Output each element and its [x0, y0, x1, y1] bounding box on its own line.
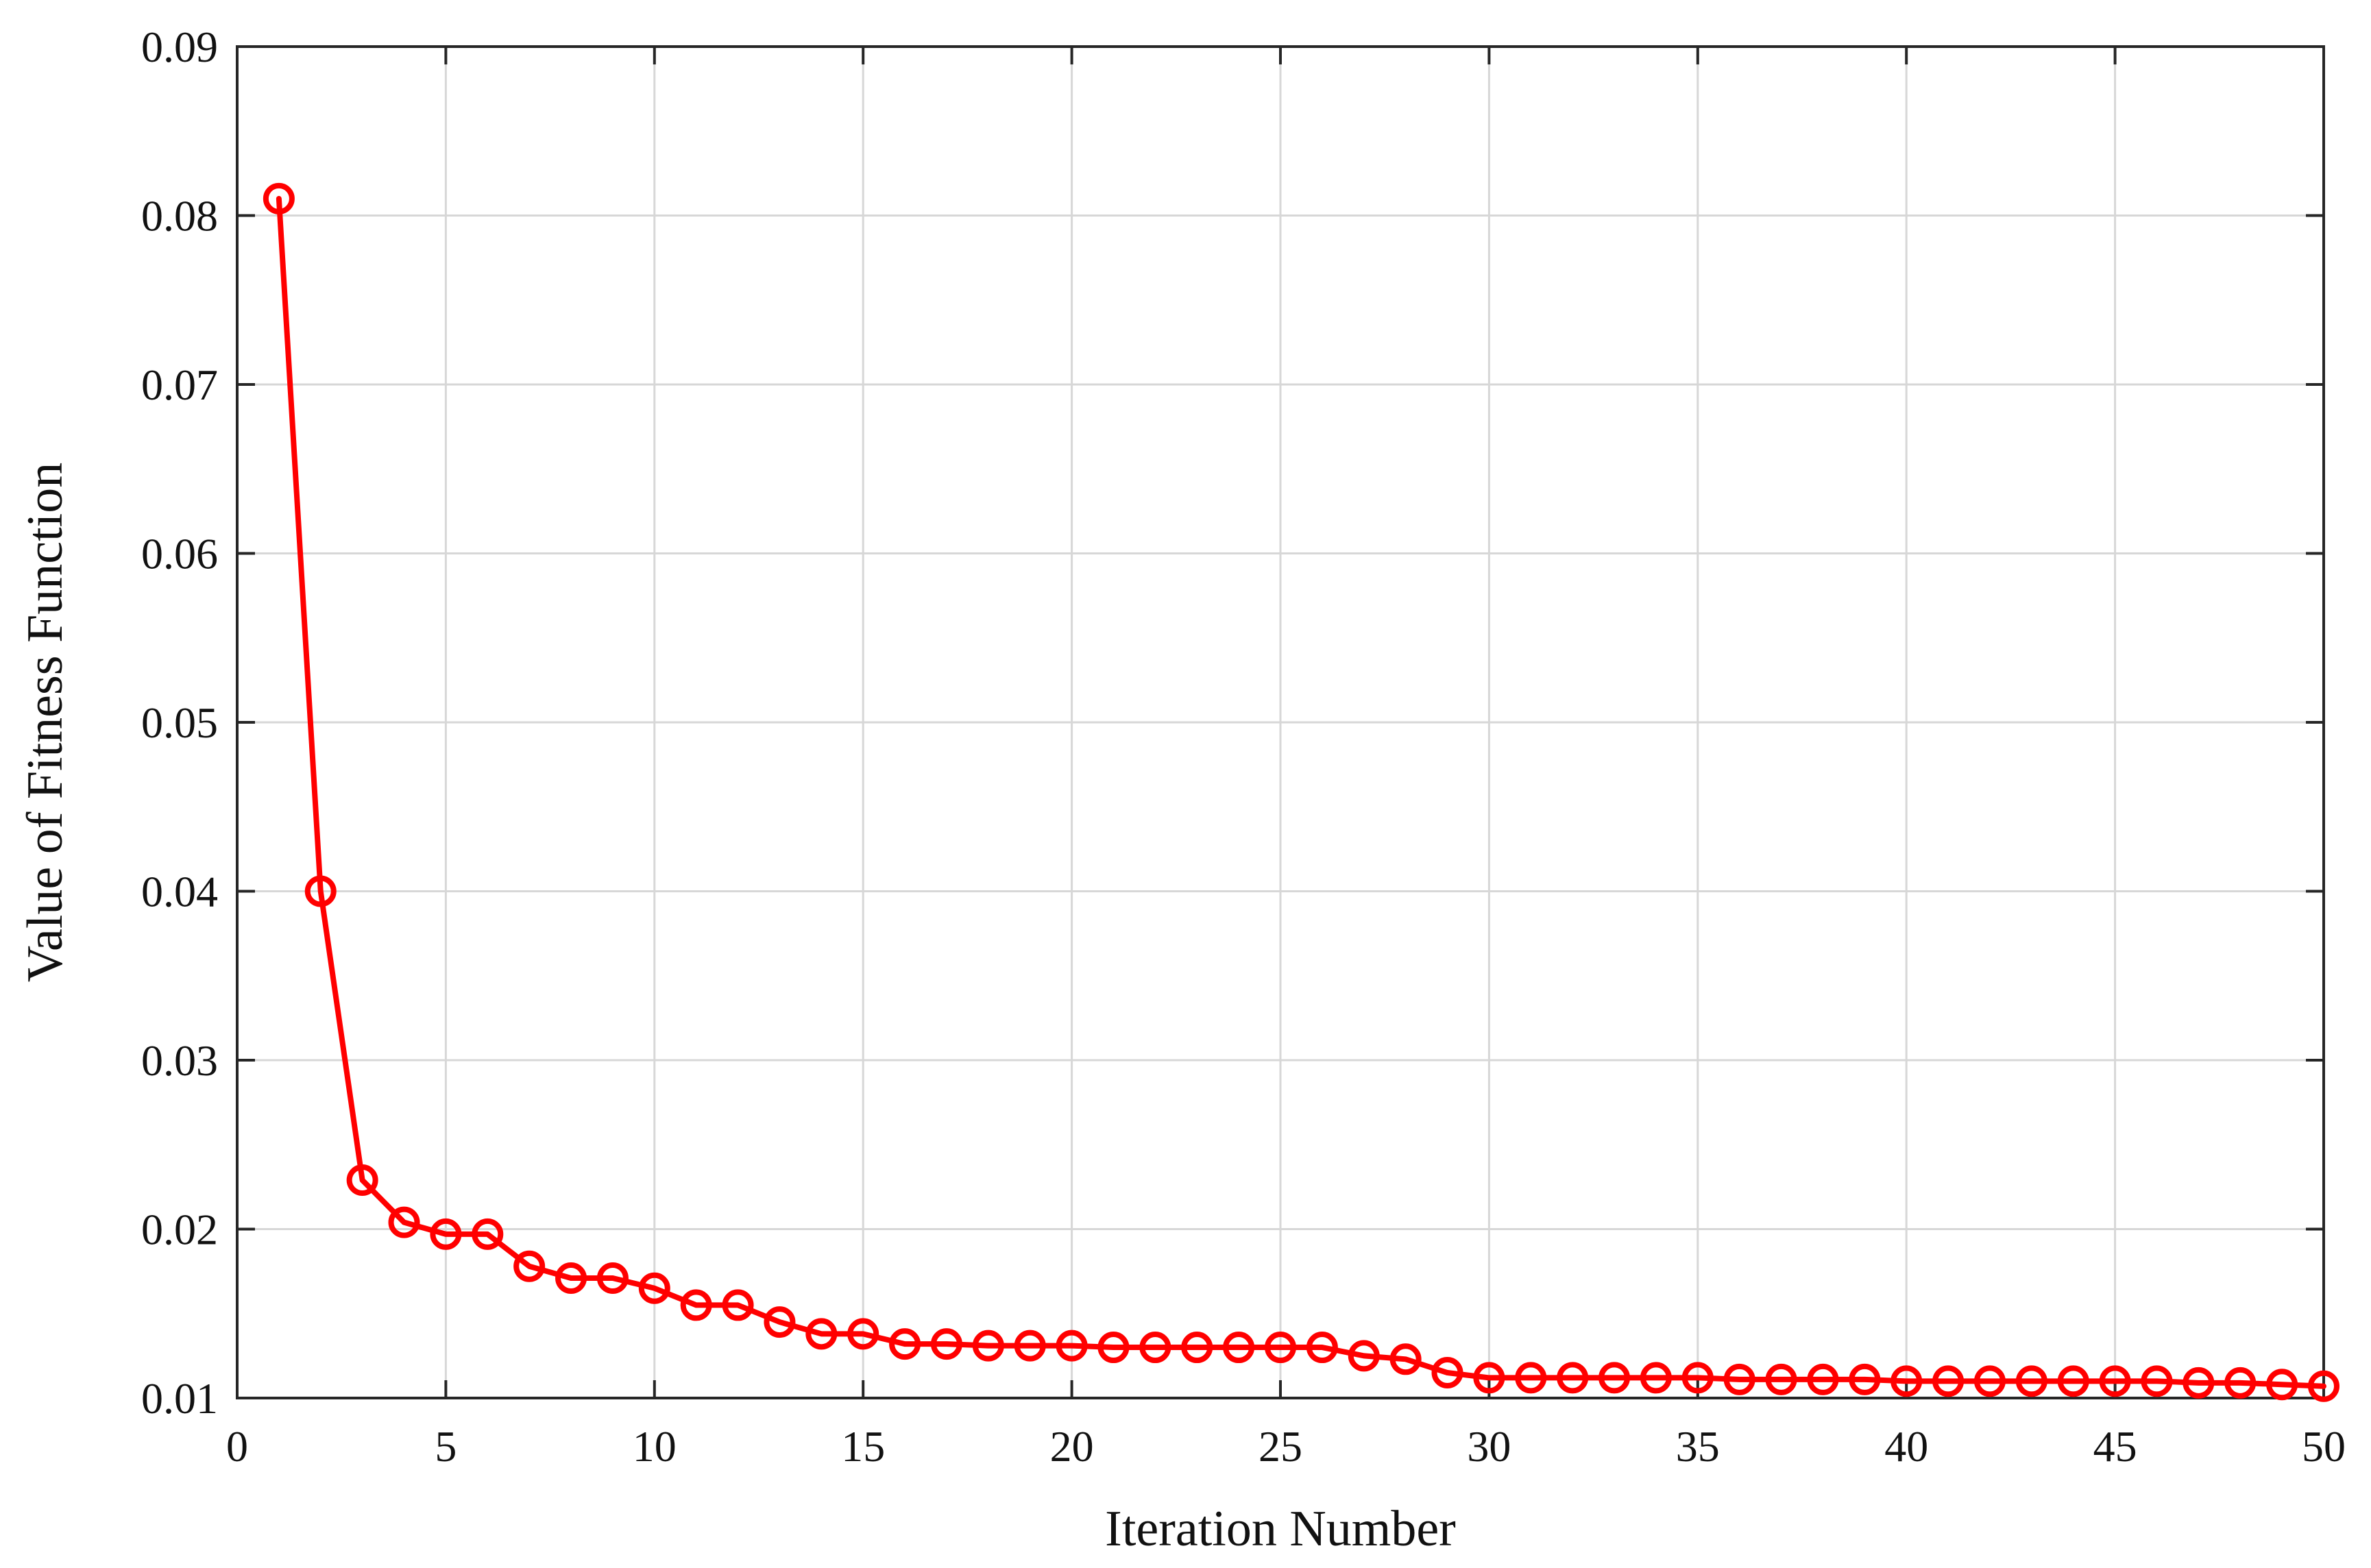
x-tick-label: 5: [435, 1422, 457, 1471]
data-point-marker: [1223, 1332, 1255, 1364]
y-axis-title: Value of Fitness Function: [17, 463, 73, 982]
x-axis-title: Iteration Number: [1105, 1501, 1456, 1557]
data-point-marker: [263, 182, 295, 215]
data-point-marker: [1932, 1365, 1965, 1397]
data-point-marker: [805, 1318, 838, 1350]
data-point-marker: [1056, 1330, 1088, 1362]
data-point-marker: [1723, 1363, 1755, 1395]
data-point-marker: [1515, 1362, 1547, 1394]
data-point-marker: [1014, 1330, 1046, 1362]
data-point-marker: [1598, 1362, 1631, 1394]
x-tick-label: 30: [1467, 1422, 1511, 1471]
y-tick-label: 0.02: [141, 1205, 218, 1254]
y-tick-label: 0.08: [141, 192, 218, 241]
y-tick-label: 0.05: [141, 698, 218, 747]
data-point-marker: [1431, 1357, 1463, 1389]
data-point-marker: [1139, 1332, 1171, 1364]
data-point-marker: [346, 1164, 378, 1197]
y-tick-label: 0.03: [141, 1036, 218, 1085]
x-tick-label: 10: [633, 1422, 677, 1471]
data-point-marker: [722, 1289, 754, 1321]
data-point-marker: [1389, 1343, 1422, 1375]
data-point-marker: [1640, 1362, 1672, 1394]
data-point-marker: [1890, 1365, 1923, 1397]
data-point-marker: [680, 1289, 712, 1321]
x-tick-label: 40: [1884, 1422, 1928, 1471]
data-point-marker: [889, 1328, 921, 1360]
y-tick-label: 0.01: [141, 1374, 218, 1423]
data-point-marker: [2057, 1365, 2089, 1397]
data-point-marker: [2266, 1369, 2298, 1401]
data-point-marker: [847, 1318, 879, 1350]
data-point-marker: [638, 1272, 670, 1304]
y-tick-label: 0.07: [141, 360, 218, 409]
data-point-marker: [513, 1250, 546, 1282]
series-line: [276, 195, 2326, 1389]
y-tick-label: 0.06: [141, 530, 218, 578]
data-point-marker: [1765, 1363, 1797, 1395]
data-point-marker: [596, 1262, 629, 1294]
y-tick-label: 0.09: [141, 23, 218, 71]
x-tick-label: 35: [1676, 1422, 1720, 1471]
data-point-marker: [1473, 1362, 1505, 1394]
data-point-marker: [1265, 1332, 1296, 1364]
data-point-marker: [972, 1330, 1004, 1362]
data-point-marker: [555, 1262, 587, 1294]
data-point-marker: [2141, 1365, 2173, 1397]
data-point-marker: [430, 1218, 462, 1250]
data-point-marker: [930, 1328, 962, 1360]
data-point-marker: [764, 1306, 796, 1338]
data-point-marker: [472, 1218, 504, 1250]
data-point-marker: [1681, 1362, 1714, 1394]
x-tick-label: 25: [1259, 1422, 1302, 1471]
data-point-marker: [2182, 1367, 2215, 1399]
tick-labels: 0 5 10 15 20 25 30 35 40 45 50 0.01 0.02 0.03 0.04 0.05…: [141, 23, 2346, 1471]
data-series: [263, 182, 2339, 1402]
data-point-marker: [388, 1206, 420, 1238]
data-point-marker: [304, 875, 337, 907]
data-point-marker: [1348, 1340, 1380, 1372]
x-tick-label: 15: [841, 1422, 885, 1471]
data-point-marker: [1097, 1332, 1130, 1364]
data-point-marker: [1306, 1332, 1338, 1364]
data-point-marker: [2099, 1365, 2131, 1397]
x-tick-label: 20: [1050, 1422, 1094, 1471]
data-point-marker: [1807, 1363, 1839, 1395]
x-tick-label: 50: [2302, 1422, 2346, 1471]
data-point-marker: [1181, 1332, 1213, 1364]
x-tick-label: 0: [226, 1422, 248, 1471]
data-point-marker: [2308, 1370, 2339, 1402]
grid-lines: [236, 45, 2325, 1399]
data-point-marker: [1973, 1365, 2006, 1397]
data-point-marker: [2015, 1365, 2047, 1397]
x-tick-label: 45: [2093, 1422, 2137, 1471]
data-point-marker: [1557, 1362, 1589, 1394]
y-tick-label: 0.04: [141, 868, 218, 916]
data-point-marker: [1849, 1363, 1881, 1395]
data-point-marker: [2224, 1367, 2257, 1399]
